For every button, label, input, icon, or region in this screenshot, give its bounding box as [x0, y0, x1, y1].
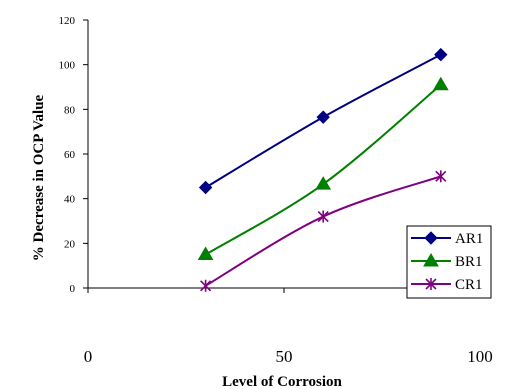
- data-point-br1: [432, 76, 449, 91]
- x-tick-label: 50: [276, 347, 293, 366]
- data-point-ar1: [316, 110, 330, 124]
- y-tick-label: 0: [70, 283, 76, 295]
- x-tick-label: 0: [84, 347, 93, 366]
- data-point-br1: [315, 176, 332, 190]
- legend-marker-br1: [423, 253, 439, 267]
- y-tick-label: 20: [64, 238, 76, 250]
- legend-label-ar1: AR1: [455, 231, 483, 247]
- y-tick-label: 40: [64, 194, 76, 206]
- x-tick-label: 100: [467, 347, 493, 366]
- y-tick-label: 100: [59, 60, 76, 72]
- y-axis-title: % Decrease in OCP Value: [31, 94, 47, 261]
- y-tick-label: 80: [64, 104, 76, 116]
- data-point-cr1: [317, 210, 329, 223]
- plot-area: 0 20 40 60 80 100 120 0 50 100: [59, 15, 493, 366]
- data-point-cr1: [200, 279, 212, 292]
- legend-label-cr1: CR1: [455, 277, 483, 293]
- x-axis-title: Level of Corrosion: [222, 374, 342, 389]
- y-tick-label: 60: [64, 149, 76, 161]
- legend-marker-ar1: [424, 231, 438, 245]
- series-line-cr1: [205, 175, 442, 287]
- series-line-br1: [205, 84, 442, 256]
- data-point-br1: [197, 246, 214, 260]
- data-point-ar1: [434, 47, 448, 62]
- y-tick-label: 120: [59, 15, 76, 27]
- legend-label-br1: BR1: [455, 254, 483, 270]
- data-point-ar1: [198, 180, 213, 195]
- legend-marker-cr1: [425, 278, 437, 290]
- data-point-cr1: [435, 170, 447, 183]
- legend: AR1 BR1 CR1: [406, 225, 492, 299]
